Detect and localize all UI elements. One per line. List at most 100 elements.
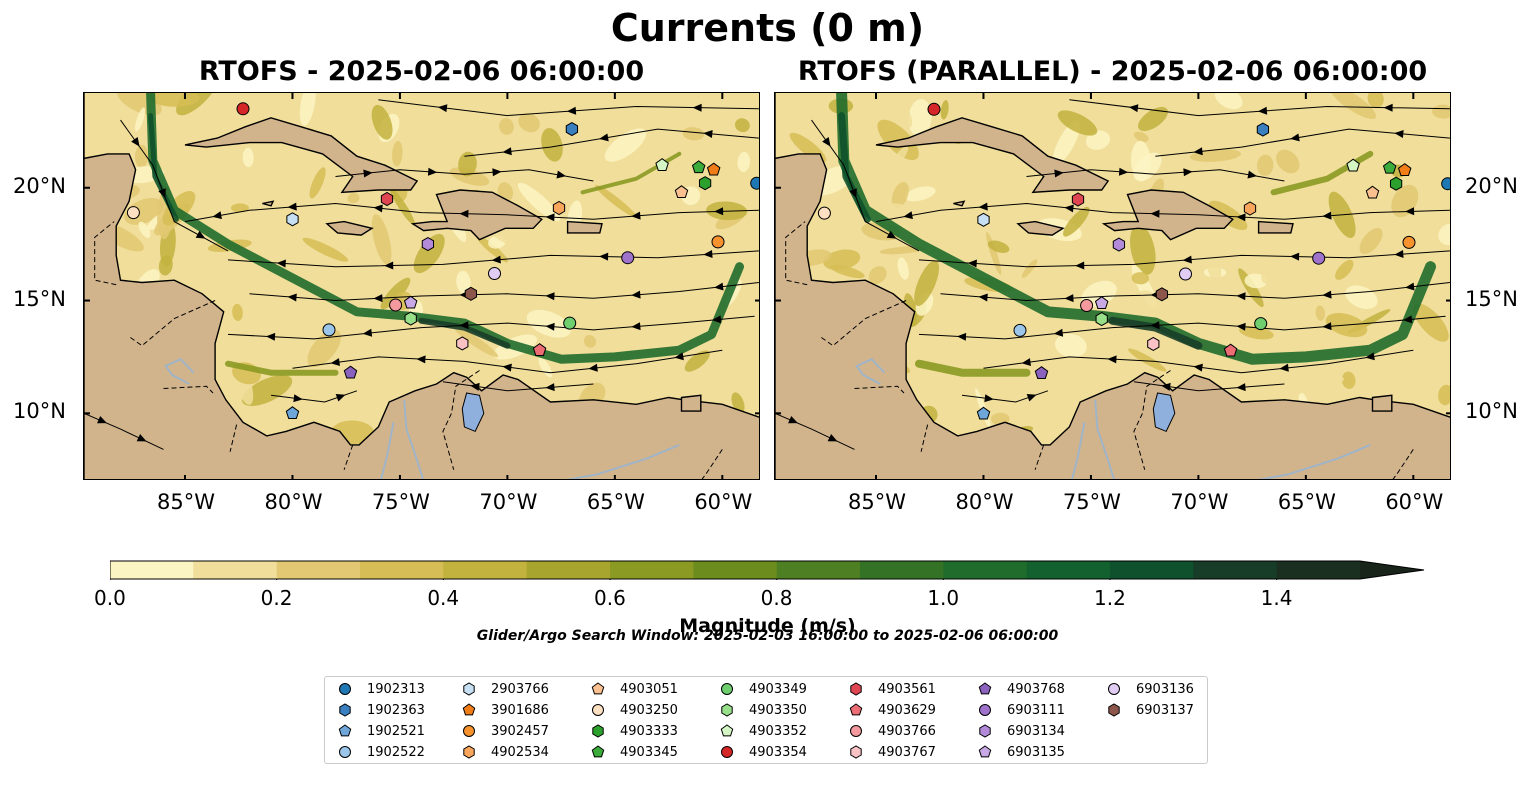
magnitude-blob	[526, 309, 572, 338]
legend-label: 4903352	[749, 723, 807, 739]
platform-marker-4903354	[927, 102, 941, 116]
legend-item-1902363: 1902363	[337, 700, 425, 720]
streamline-arrow	[335, 393, 346, 402]
streamline-arrow	[266, 332, 276, 341]
colorbar-bin	[1276, 561, 1361, 579]
magnitude-blob	[891, 181, 909, 209]
legend-item-6903134: 6903134	[977, 721, 1065, 741]
platform-marker-4903767	[1147, 336, 1160, 351]
magnitude-blob	[1261, 267, 1278, 284]
legend-item-4903349: 4903349	[719, 679, 807, 699]
streamline-arrow	[827, 433, 838, 442]
magnitude-blob	[1053, 120, 1080, 165]
magnitude-blob	[914, 260, 940, 307]
streamline-arrow	[491, 255, 501, 264]
legend-item-6903137: 6903137	[1106, 700, 1194, 720]
platform-marker-3901686	[1397, 163, 1412, 176]
magnitude-blob	[541, 128, 563, 162]
streamline-arrow	[437, 104, 448, 113]
platform-marker-1902522	[1013, 323, 1027, 337]
colorbar	[109, 560, 1430, 580]
legend-label: 4903333	[620, 723, 678, 739]
streamline-arrow	[692, 103, 702, 112]
lat-tick-label-right: 20°N	[1465, 173, 1518, 198]
magnitude-blob	[737, 151, 751, 173]
magnitude-blob	[1166, 336, 1184, 363]
streamline	[335, 169, 594, 182]
streamline-arrow	[287, 202, 297, 211]
magnitude-blob	[930, 173, 955, 207]
legend-item-1902521: 1902521	[337, 721, 425, 741]
magnitude-blob	[1128, 348, 1167, 372]
platform-marker-4903333	[1389, 176, 1403, 191]
lon-tick-label: 60°W	[694, 490, 753, 514]
streamline-arrow	[1405, 207, 1415, 216]
platform-marker-6903136	[1179, 267, 1192, 281]
platform-marker-4903561	[1071, 192, 1085, 207]
streamline-arrow	[492, 168, 502, 177]
streamline	[227, 315, 755, 340]
legend-label: 4903345	[620, 744, 678, 760]
streamline-arrow	[1247, 170, 1258, 179]
streamline-arrow	[849, 188, 857, 199]
magnitude-blob	[904, 186, 936, 202]
legend-marker-icon	[849, 703, 863, 716]
colorbar-tick-label: 1.2	[1094, 586, 1126, 610]
colorbar-bin	[860, 561, 944, 579]
legend-item-1902313: 1902313	[337, 679, 425, 699]
land-jamaica	[1016, 220, 1065, 236]
streamline-arrow	[363, 169, 373, 178]
streamline-arrow	[703, 129, 713, 138]
colorbar-bin	[943, 561, 1028, 579]
lake-maracaibo	[461, 392, 485, 433]
streamline-arrow	[470, 382, 480, 391]
platform-marker-6903136	[488, 267, 501, 280]
lon-tick-label: 85°W	[848, 490, 906, 514]
magnitude-blob	[987, 240, 1010, 253]
magnitude-blob	[458, 151, 477, 177]
platform-marker-3901686	[706, 162, 721, 176]
streamline-arrow	[545, 213, 555, 222]
streamline-arrow	[212, 211, 222, 220]
land-hispaniola	[410, 189, 543, 241]
magnitude-blob	[714, 93, 740, 105]
magnitude-blob	[1413, 303, 1449, 342]
colorbar-tick-label: 0.4	[427, 586, 460, 610]
legend-label: 3901686	[491, 702, 549, 718]
streamline	[961, 390, 1049, 403]
magnitude-blob	[1055, 333, 1087, 358]
streamline	[918, 315, 1446, 340]
magnitude-blob	[232, 303, 243, 321]
platform-marker-4903352	[655, 158, 669, 171]
legend-item-4903354: 4903354	[719, 742, 807, 762]
legend-item-4902534: 4902534	[461, 742, 549, 762]
streamline-arrow	[362, 328, 373, 337]
colorbar-bin	[526, 561, 611, 579]
magnitude-blob	[1209, 200, 1248, 231]
legend-marker-icon	[721, 703, 733, 717]
streamline-arrow	[714, 282, 724, 291]
colorbar-tick-label: 0.2	[260, 586, 293, 610]
magnitude-blob	[682, 127, 705, 141]
magnitude-blob	[392, 140, 403, 167]
streamline-arrow	[1257, 106, 1268, 115]
streamline	[1133, 381, 1285, 392]
streamline-arrow	[502, 363, 512, 372]
legend-item-1902522: 1902522	[337, 742, 425, 762]
legend-item-4903250: 4903250	[590, 700, 678, 720]
platform-marker-4903768	[1034, 366, 1049, 379]
streamline-arrow	[588, 363, 598, 372]
magnitude-blob	[684, 292, 716, 307]
magnitude-blob	[1312, 375, 1345, 385]
streamline-arrow	[556, 170, 567, 179]
colorbar-label: Magnitude (m/s)	[679, 615, 856, 637]
magnitude-blob	[1289, 232, 1306, 249]
figure-title: Currents (0 m)	[610, 6, 925, 50]
streamline-arrow	[97, 415, 107, 424]
lon-tick-label: 85°W	[157, 490, 215, 514]
magnitude-blob	[726, 316, 744, 343]
platform-marker-4903349	[1254, 317, 1268, 331]
streamline	[270, 390, 358, 403]
magnitude-blob	[1282, 187, 1320, 207]
magnitude-blob	[881, 93, 913, 128]
